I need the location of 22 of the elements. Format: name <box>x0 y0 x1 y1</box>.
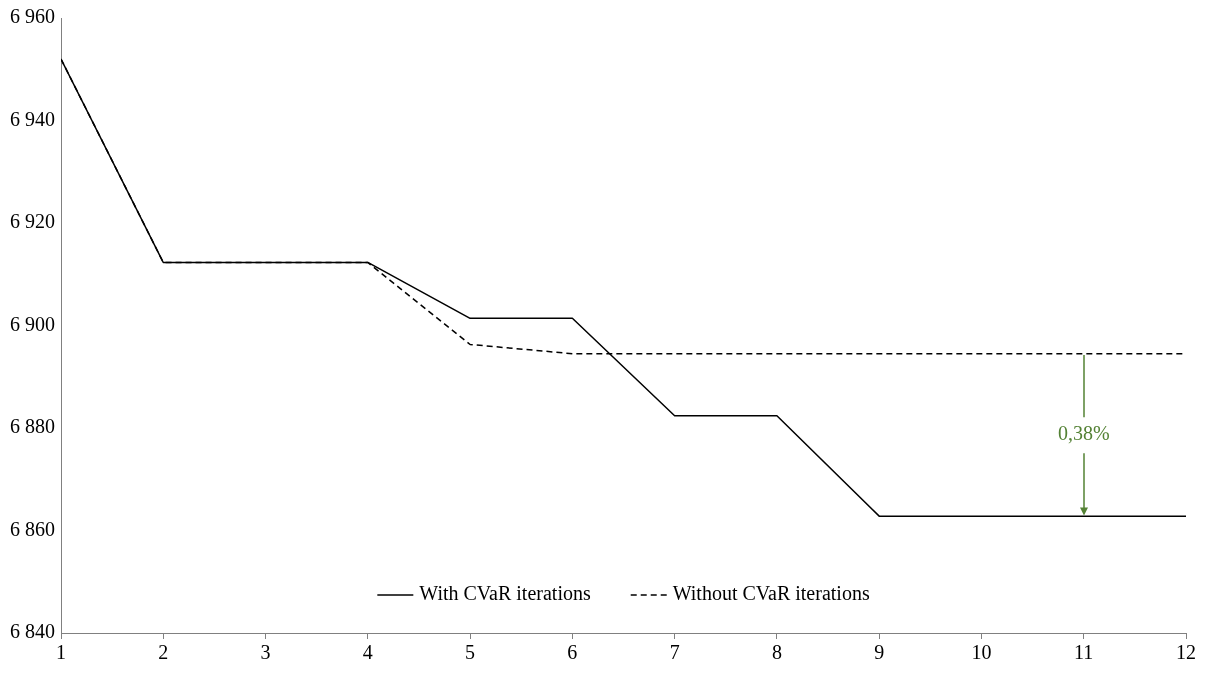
y-tick-label: 6 840 <box>10 620 55 643</box>
x-tick-label: 9 <box>874 641 885 664</box>
x-tick-label: 7 <box>669 641 680 664</box>
x-tick-label: 10 <box>971 641 992 664</box>
x-tick-label: 1 <box>56 641 66 664</box>
legend-label: With CVaR iterations <box>419 582 591 605</box>
y-tick-label: 6 880 <box>10 415 55 438</box>
y-tick-label: 6 900 <box>10 312 55 335</box>
x-tick-label: 8 <box>771 641 782 664</box>
y-tick-label: 6 860 <box>10 517 55 540</box>
x-tick-label: 6 <box>567 641 578 664</box>
x-tick-label: 3 <box>260 641 271 664</box>
y-tick-label: 6 920 <box>10 210 55 233</box>
annotation: 0,38% <box>1057 422 1110 445</box>
x-tick-label: 11 <box>1074 641 1094 664</box>
x-tick-label: 4 <box>362 641 373 664</box>
x-tick-label: 2 <box>158 641 169 664</box>
y-tick-label: 6 940 <box>10 107 55 130</box>
x-tick-label: 5 <box>465 641 476 664</box>
y-tick-label: 6 960 <box>10 5 55 28</box>
x-tick-label: 12 <box>1176 641 1196 664</box>
legend-label: Without CVaR iterations <box>672 582 870 605</box>
